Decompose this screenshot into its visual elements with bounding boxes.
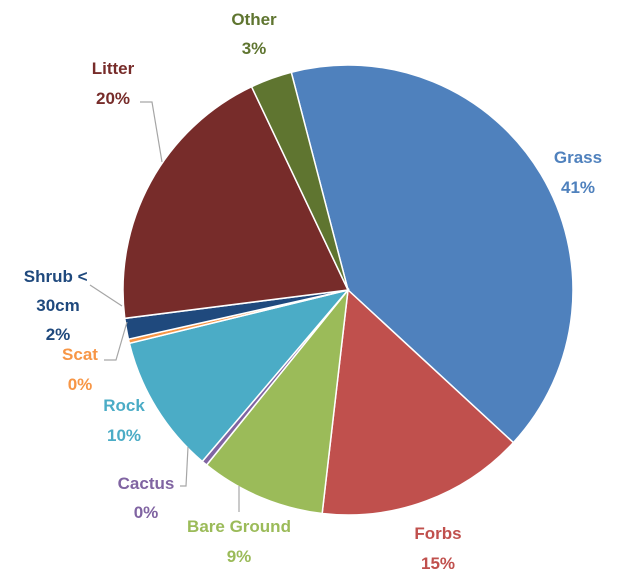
leader-scat [104, 321, 128, 361]
leader-lines [89, 101, 240, 512]
label-cactus-value: 0% [134, 503, 159, 522]
label-shrub-value: 2% [46, 325, 71, 344]
label-rock-name: Rock [103, 396, 145, 415]
pie-slices [122, 64, 574, 516]
slice-litter [122, 85, 350, 320]
label-litter-name: Litter [92, 59, 135, 78]
label-shrub-name-line2: 30cm [36, 296, 79, 315]
label-scat-value: 0% [68, 375, 93, 394]
label-other-name: Other [231, 10, 277, 29]
label-shrub-name-line1: Shrub < [24, 267, 88, 286]
label-grass-value: 41% [561, 178, 595, 197]
label-bare-ground-value: 9% [227, 547, 252, 566]
label-forbs-name: Forbs [414, 524, 461, 543]
label-bare-ground-name: Bare Ground [187, 517, 291, 536]
label-cactus-name: Cactus [118, 474, 175, 493]
label-forbs-value: 15% [421, 554, 455, 573]
slice-bare-ground [205, 287, 350, 515]
slice-grass [290, 64, 574, 444]
leader-cactus [180, 446, 189, 487]
slice-rock [128, 288, 351, 463]
label-other-value: 3% [242, 39, 267, 58]
slice-forbs [321, 288, 515, 516]
slice-other [250, 71, 349, 291]
label-rock-value: 10% [107, 426, 141, 445]
leader-litter [140, 101, 163, 163]
label-scat-name: Scat [62, 345, 98, 364]
label-grass-name: Grass [554, 148, 602, 167]
label-shrub-name: Shrub < 30cm [24, 267, 93, 315]
label-litter-value: 20% [96, 89, 130, 108]
leader-shrub [89, 284, 123, 307]
